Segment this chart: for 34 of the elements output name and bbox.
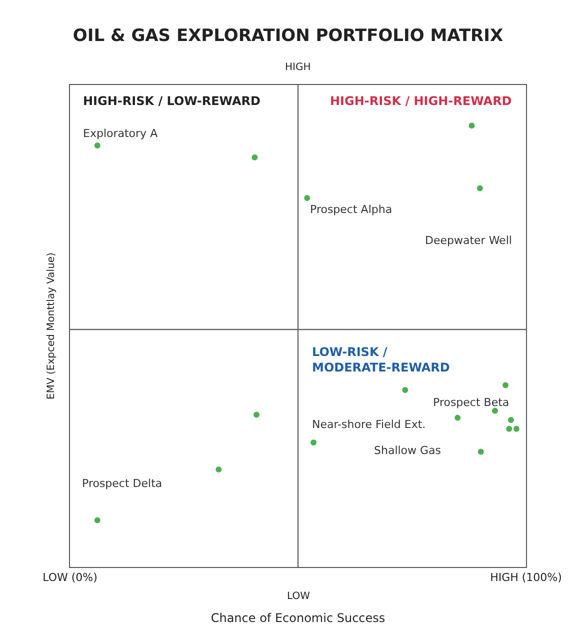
x-tick-label: HIGH (100%) [490, 571, 562, 584]
point [252, 154, 258, 160]
point [508, 417, 514, 424]
annotation: Exploratory A [83, 127, 158, 140]
chart-title: OIL & GAS EXPLORATION PORTFOLIO MATRIX [72, 26, 504, 46]
annotation: Prospect Alpha [310, 203, 392, 216]
point [513, 426, 520, 432]
annotation: Near-shore Field Ext. [312, 418, 426, 431]
point [454, 414, 461, 421]
point [254, 412, 260, 418]
annotation: Shallow Gas [374, 444, 442, 457]
text: LOW [287, 591, 310, 602]
annotation: LOW-RISK / MODERATE-REWARD [312, 345, 450, 375]
text: HIGH-RISK / LOW-REWARD [83, 94, 261, 108]
point [476, 185, 483, 192]
point [492, 408, 498, 414]
point [94, 517, 100, 524]
text: HIGH [285, 62, 311, 73]
point [216, 466, 222, 472]
point [94, 142, 100, 148]
point [502, 382, 508, 388]
point [506, 426, 512, 432]
x-tick-label: LOW (0%) [42, 571, 98, 584]
point [402, 387, 408, 393]
point [304, 195, 310, 201]
y-axis-title: EMV (Expced Monttlay Value) [46, 252, 57, 400]
annotation: Prospect Delta [82, 477, 162, 490]
annotation: Prospect Beta [433, 396, 510, 409]
point [478, 448, 484, 455]
text: HIGH-RISK / HIGH-REWARD [330, 94, 512, 108]
point [468, 122, 475, 129]
point [310, 440, 316, 446]
x-axis-title: Chance of Economic Success [210, 611, 386, 626]
annotation: Deepwater Well [425, 234, 512, 247]
